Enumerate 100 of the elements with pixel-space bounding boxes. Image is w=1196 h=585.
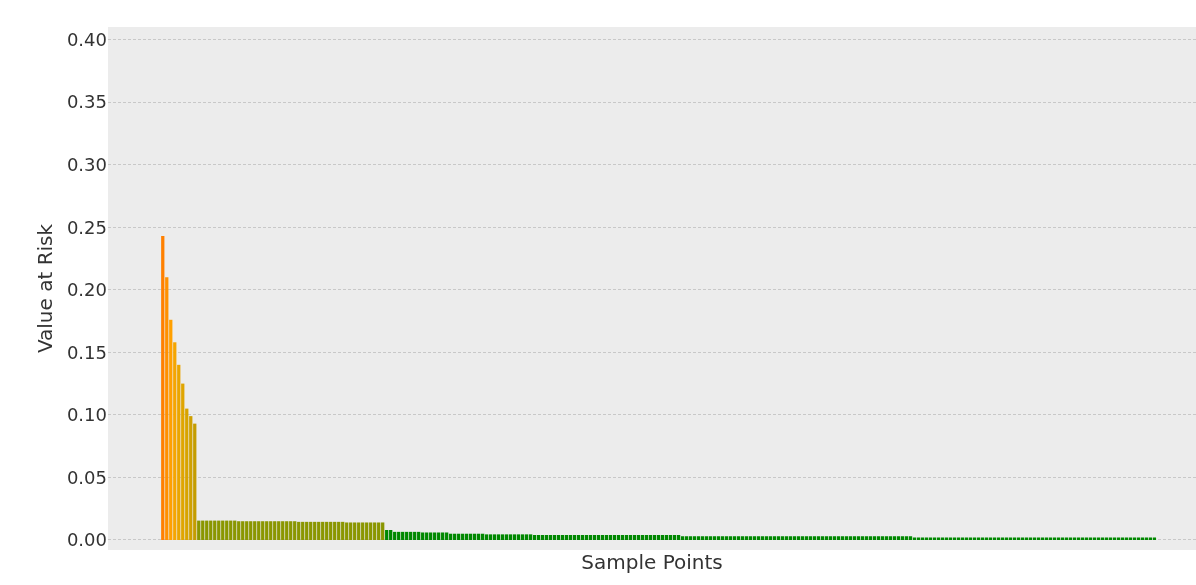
bar xyxy=(552,534,557,540)
bar xyxy=(988,537,993,540)
bar xyxy=(752,536,757,540)
bar xyxy=(169,319,173,540)
bar xyxy=(537,534,541,540)
bar xyxy=(1136,537,1141,540)
bar xyxy=(784,536,789,540)
bar xyxy=(572,534,577,540)
bar xyxy=(744,536,749,540)
bar xyxy=(1144,537,1149,540)
bar xyxy=(261,521,265,540)
bar xyxy=(656,534,661,540)
bar xyxy=(1060,537,1065,540)
bar xyxy=(1072,537,1077,540)
bar xyxy=(337,521,341,540)
bar xyxy=(325,521,329,540)
bar xyxy=(848,536,853,540)
bar xyxy=(612,534,617,540)
bar xyxy=(780,536,785,540)
bar xyxy=(389,529,393,540)
bar xyxy=(584,534,589,540)
bar xyxy=(788,536,793,540)
bar xyxy=(604,534,609,540)
bar xyxy=(525,534,529,540)
bar xyxy=(896,536,901,540)
bar xyxy=(1020,537,1025,540)
bar xyxy=(720,536,725,540)
bar xyxy=(852,536,857,540)
bar xyxy=(309,521,313,540)
bar xyxy=(728,536,733,540)
bar xyxy=(421,532,425,540)
bar xyxy=(1124,537,1129,540)
bar xyxy=(1056,537,1061,540)
bar xyxy=(900,536,905,540)
bar xyxy=(644,534,649,540)
y-tick-label: 0.20 xyxy=(66,279,107,301)
bar xyxy=(513,534,517,540)
bar xyxy=(556,534,561,540)
bar xyxy=(441,532,445,540)
bar xyxy=(357,522,361,540)
bar xyxy=(732,536,737,540)
bar xyxy=(712,536,717,540)
bar xyxy=(560,534,565,540)
bar xyxy=(880,536,885,540)
bar xyxy=(493,534,497,540)
bar xyxy=(792,536,797,540)
bar xyxy=(564,534,569,540)
bar xyxy=(1096,537,1101,540)
bar xyxy=(285,521,289,540)
bar xyxy=(596,534,601,540)
bar xyxy=(688,536,693,540)
bar xyxy=(1120,537,1125,540)
bar xyxy=(533,534,537,540)
bar xyxy=(948,537,953,540)
y-tick-label: 0.40 xyxy=(66,28,107,50)
bar xyxy=(568,534,573,540)
bar xyxy=(1148,537,1153,540)
bar xyxy=(684,536,689,540)
bar xyxy=(696,536,701,540)
bar xyxy=(816,536,821,540)
bar xyxy=(377,522,381,540)
y-tick-label: 0.35 xyxy=(66,91,107,113)
bar xyxy=(748,536,753,540)
bar xyxy=(269,521,273,540)
bar xyxy=(1076,537,1081,540)
bar xyxy=(541,534,545,540)
bar xyxy=(676,534,681,540)
bar xyxy=(904,536,909,540)
bar xyxy=(648,534,653,540)
bar xyxy=(860,536,865,540)
bar xyxy=(940,537,945,540)
bar xyxy=(1104,537,1109,540)
bar xyxy=(828,536,833,540)
bar xyxy=(501,534,505,540)
bar xyxy=(804,536,809,540)
bar xyxy=(237,521,241,540)
bar xyxy=(912,537,917,540)
bar xyxy=(1132,537,1137,540)
bar xyxy=(928,537,933,540)
bar xyxy=(608,534,613,540)
bar xyxy=(305,521,309,540)
bar xyxy=(824,536,829,540)
bar xyxy=(1032,537,1037,540)
bar xyxy=(229,520,233,540)
bar xyxy=(692,536,697,540)
bar xyxy=(892,536,897,540)
bar xyxy=(1116,537,1121,540)
bar xyxy=(545,534,549,540)
bar xyxy=(161,235,165,540)
bar xyxy=(812,536,817,540)
bar xyxy=(1012,537,1017,540)
bar xyxy=(1036,537,1041,540)
bar xyxy=(257,521,261,540)
bar xyxy=(1084,537,1089,540)
bar xyxy=(353,522,357,540)
bar xyxy=(600,534,605,540)
bar xyxy=(704,536,709,540)
bar xyxy=(313,521,317,540)
bar xyxy=(317,521,321,540)
bar xyxy=(576,534,581,540)
